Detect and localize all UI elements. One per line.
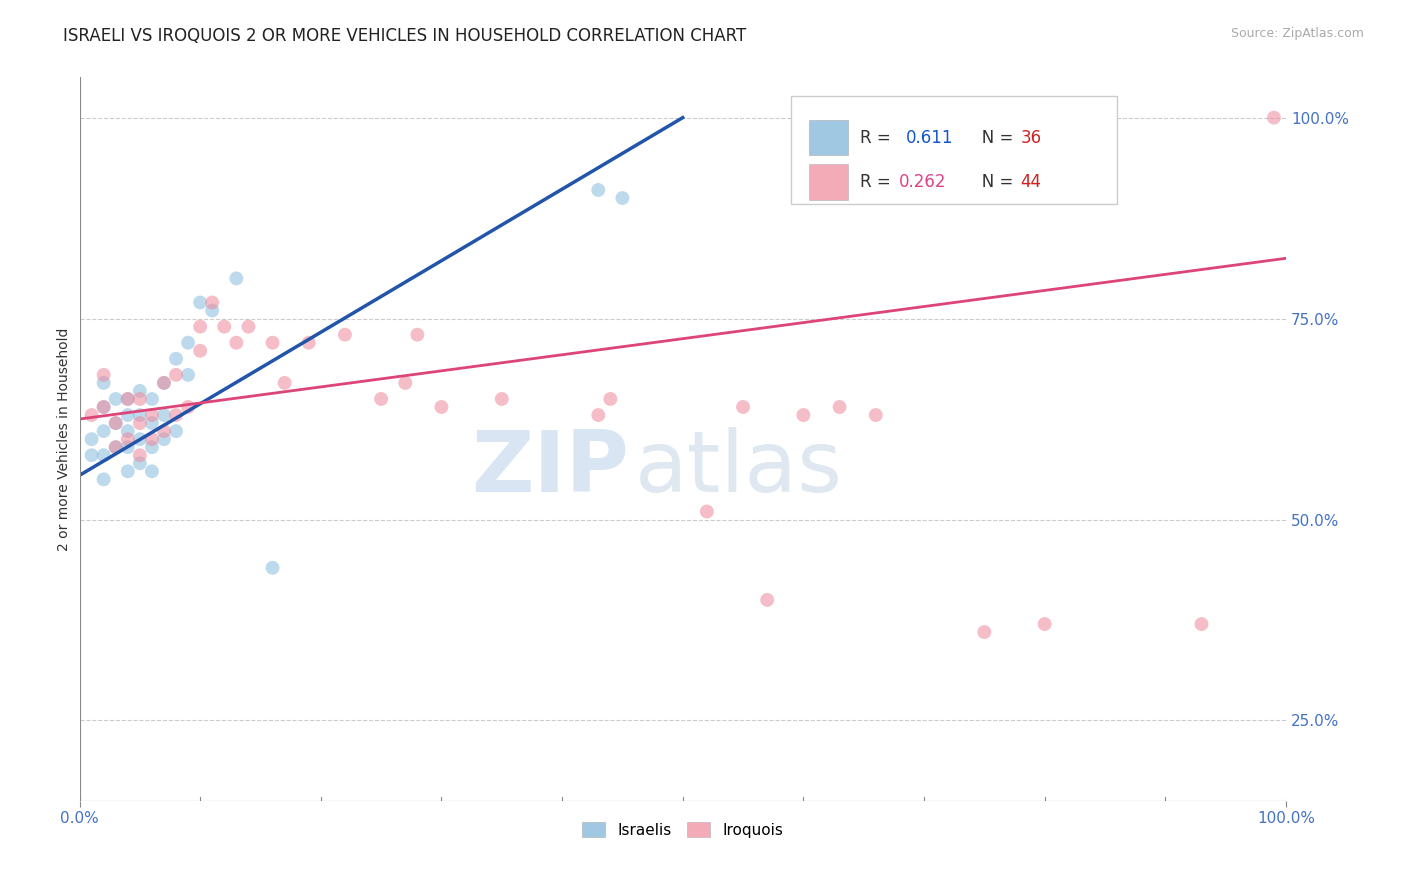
Point [177,335,200,350]
Point [93,400,115,414]
Point [153,376,176,390]
Point [80,448,103,462]
Point [696,504,718,518]
Point [128,432,150,446]
Text: ISRAELI VS IROQUOIS 2 OR MORE VEHICLES IN HOUSEHOLD CORRELATION CHART: ISRAELI VS IROQUOIS 2 OR MORE VEHICLES I… [63,27,747,45]
Point [141,416,163,430]
Point [141,392,163,406]
Point [93,400,115,414]
Point [93,376,115,390]
Point [128,456,150,470]
Point [165,408,187,422]
Text: R =: R = [860,128,901,146]
Text: N =: N = [966,128,1019,146]
Point [188,343,211,358]
Text: 36: 36 [1021,128,1042,146]
Text: Source: ZipAtlas.com: Source: ZipAtlas.com [1230,27,1364,40]
Point [298,335,321,350]
Point [128,448,150,462]
Point [262,561,284,575]
Point [141,432,163,446]
Point [117,392,139,406]
Point [117,464,139,478]
Point [117,432,139,446]
Point [104,440,127,454]
Text: ZIP: ZIP [471,426,628,509]
Text: R =: R = [860,173,896,191]
Point [141,408,163,422]
Point [128,392,150,406]
Point [141,440,163,454]
Point [394,376,416,390]
Point [128,408,150,422]
FancyBboxPatch shape [792,95,1116,204]
Point [188,295,211,310]
FancyBboxPatch shape [810,120,848,155]
Point [201,295,224,310]
Text: atlas: atlas [634,426,842,509]
Text: 0.262: 0.262 [898,173,946,191]
Point [1033,617,1056,632]
Point [188,319,211,334]
Point [153,424,176,438]
Point [117,392,139,406]
Text: 44: 44 [1021,173,1042,191]
Point [333,327,356,342]
Point [1191,617,1213,632]
Point [80,432,103,446]
Point [588,183,610,197]
Point [177,400,200,414]
Point [93,424,115,438]
FancyBboxPatch shape [810,164,848,200]
Point [104,440,127,454]
Y-axis label: 2 or more Vehicles in Household: 2 or more Vehicles in Household [58,327,72,551]
Point [165,424,187,438]
Point [93,448,115,462]
Point [93,472,115,486]
Point [117,424,139,438]
Point [238,319,260,334]
Point [865,408,887,422]
Point [370,392,392,406]
Point [273,376,295,390]
Point [153,432,176,446]
Point [430,400,453,414]
Point [165,368,187,382]
Point [93,368,115,382]
Point [612,191,634,205]
Text: 0.611: 0.611 [905,128,953,146]
Point [141,464,163,478]
Point [756,593,779,607]
Point [828,400,851,414]
Point [165,351,187,366]
Point [599,392,621,406]
Point [104,416,127,430]
Point [201,303,224,318]
Point [104,392,127,406]
Point [104,416,127,430]
Point [1263,111,1285,125]
Point [117,408,139,422]
Point [128,384,150,398]
Point [177,368,200,382]
Point [973,625,995,640]
Point [491,392,513,406]
Point [128,416,150,430]
Legend: Israelis, Iroquois: Israelis, Iroquois [576,815,789,844]
Point [262,335,284,350]
Point [214,319,236,334]
Point [588,408,610,422]
Point [792,408,814,422]
Text: N =: N = [966,173,1019,191]
Point [406,327,429,342]
Point [225,335,247,350]
Point [117,440,139,454]
Point [731,400,754,414]
Point [153,376,176,390]
Point [225,271,247,285]
Point [80,408,103,422]
Point [153,408,176,422]
